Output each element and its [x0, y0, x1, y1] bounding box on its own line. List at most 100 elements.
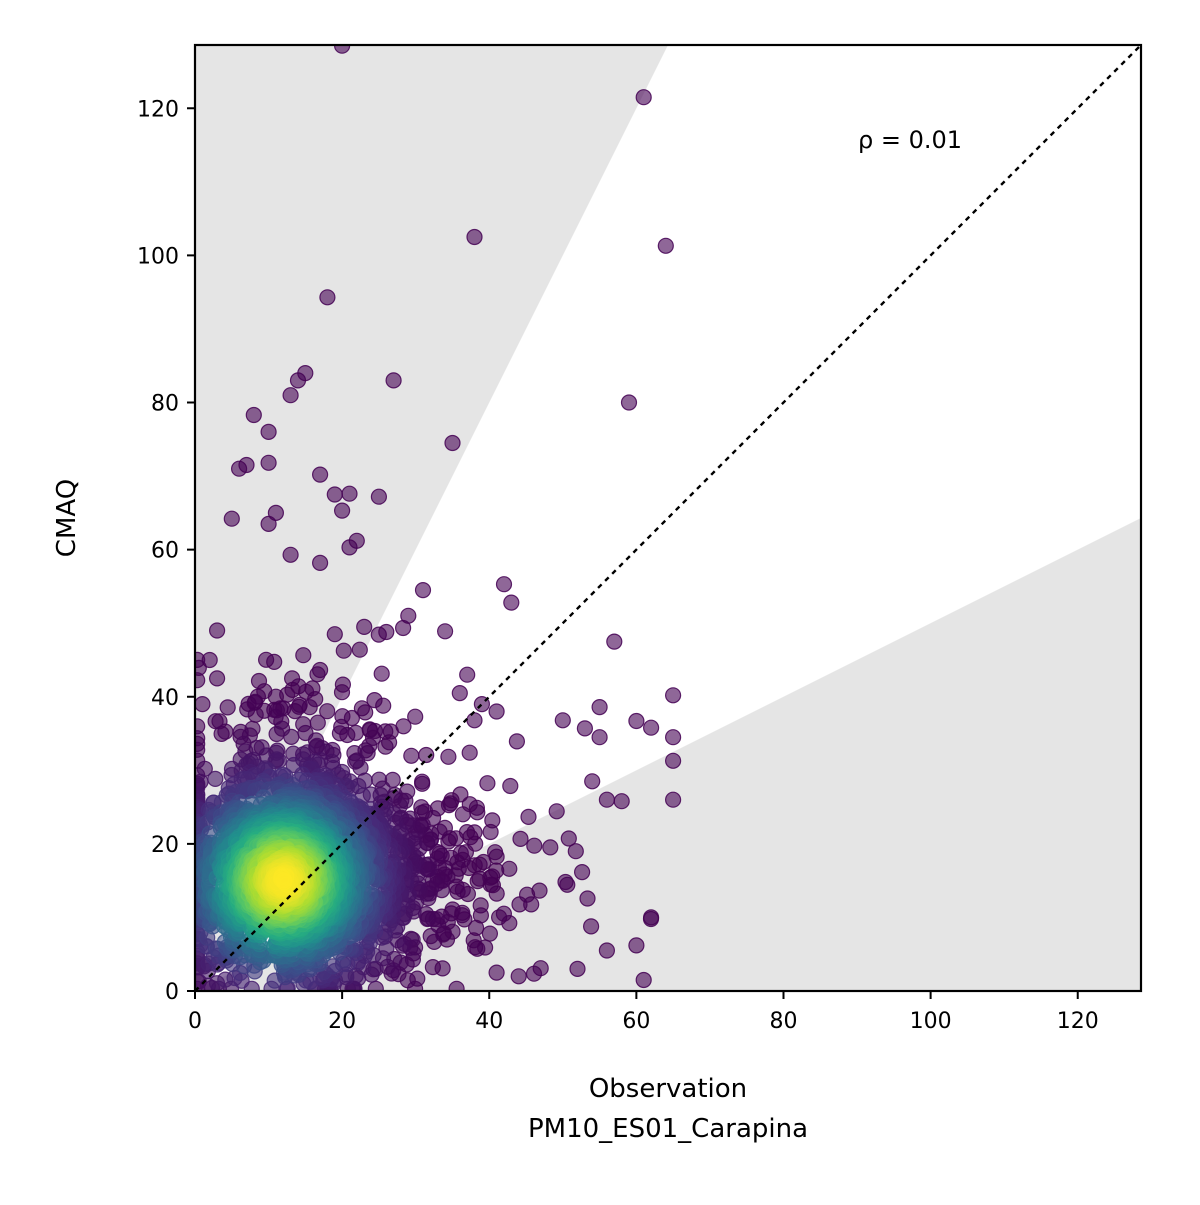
plot-frame — [193, 43, 1143, 993]
data-point — [664, 791, 682, 808]
data-point — [573, 863, 591, 881]
data-point — [569, 960, 586, 978]
data-point — [289, 372, 307, 389]
data-point — [286, 702, 303, 720]
y-tick-label: 120 — [137, 97, 179, 122]
y-axis-label: CMAQ — [52, 479, 82, 557]
correlation-annotation: ρ = 0.01 — [858, 126, 962, 154]
x-tick-label: 80 — [769, 1009, 797, 1034]
x-tick-label: 60 — [622, 1009, 650, 1034]
data-point — [526, 837, 543, 854]
data-point — [664, 752, 682, 769]
data-point — [657, 237, 674, 254]
data-point — [451, 684, 468, 702]
data-point — [542, 839, 559, 856]
data-point — [275, 872, 292, 889]
data-point — [511, 896, 528, 913]
y-tick-label: 20 — [151, 833, 179, 858]
y-axis-ticks: 0 20 40 60 80 100 120 — [137, 97, 195, 1005]
x-axis-label: Observation — [589, 1074, 747, 1104]
data-point — [444, 434, 461, 452]
data-point — [312, 466, 329, 483]
data-point — [440, 748, 457, 765]
data-point — [664, 729, 682, 746]
data-point — [502, 777, 519, 795]
data-point — [642, 910, 660, 928]
y-tick-label: 100 — [137, 244, 179, 269]
data-point — [606, 633, 623, 650]
data-point — [260, 515, 277, 533]
data-point — [213, 725, 230, 743]
data-point — [520, 808, 537, 826]
data-point — [635, 89, 652, 106]
data-point — [582, 918, 600, 935]
data-point — [466, 228, 483, 246]
data-points — [195, 45, 682, 991]
data-point — [628, 712, 645, 730]
data-point — [268, 725, 285, 743]
data-point — [245, 406, 262, 424]
data-point — [488, 703, 505, 720]
x-tick-label: 120 — [1057, 1009, 1099, 1034]
data-point — [598, 791, 616, 808]
data-point — [223, 510, 240, 527]
data-point — [260, 454, 277, 471]
data-point — [247, 706, 264, 723]
data-point — [209, 670, 226, 687]
x-tick-label: 40 — [475, 1009, 503, 1034]
data-point — [195, 672, 206, 689]
data-point — [319, 289, 336, 306]
data-point — [620, 394, 638, 411]
data-point — [319, 703, 336, 720]
y-tick-label: 60 — [151, 539, 179, 564]
data-point — [613, 793, 630, 810]
data-point — [356, 618, 373, 636]
data-point — [309, 714, 326, 731]
data-point — [282, 546, 299, 563]
data-point — [422, 927, 439, 945]
data-point — [466, 712, 483, 729]
x-axis-sublabel: PM10_ES01_Carapina — [528, 1114, 808, 1144]
data-point — [591, 698, 608, 716]
data-point — [209, 622, 226, 639]
data-point — [335, 642, 352, 659]
data-point — [333, 684, 351, 701]
data-point — [195, 696, 211, 713]
data-point — [508, 733, 526, 750]
data-point — [487, 844, 504, 861]
data-point — [598, 942, 616, 959]
x-axis-ticks: 0 20 40 60 80 100 120 — [188, 991, 1099, 1034]
data-point — [219, 699, 236, 716]
data-point — [385, 372, 402, 389]
data-point — [341, 539, 358, 556]
data-point — [414, 581, 432, 599]
data-point — [326, 486, 343, 503]
data-point — [370, 488, 387, 505]
data-point — [481, 925, 498, 942]
data-point — [375, 697, 392, 714]
data-point — [403, 747, 420, 764]
y-tick-label: 0 — [165, 980, 179, 1005]
x-tick-label: 0 — [188, 1009, 202, 1034]
data-point — [579, 890, 596, 907]
data-point — [395, 619, 412, 637]
data-point — [495, 576, 513, 593]
data-point — [510, 968, 527, 985]
data-point — [512, 830, 529, 848]
data-point — [557, 873, 574, 891]
data-point — [266, 653, 283, 671]
data-point — [468, 919, 485, 937]
data-point — [472, 897, 489, 914]
data-point — [312, 554, 329, 572]
data-point — [295, 647, 312, 664]
x-tick-label: 20 — [328, 1009, 356, 1034]
data-point — [424, 958, 441, 976]
data-point — [461, 744, 478, 761]
data-point — [576, 720, 594, 737]
data-point — [334, 502, 351, 519]
data-point — [437, 623, 454, 640]
data-point — [584, 773, 601, 790]
data-point — [454, 806, 471, 823]
data-point — [503, 594, 520, 611]
